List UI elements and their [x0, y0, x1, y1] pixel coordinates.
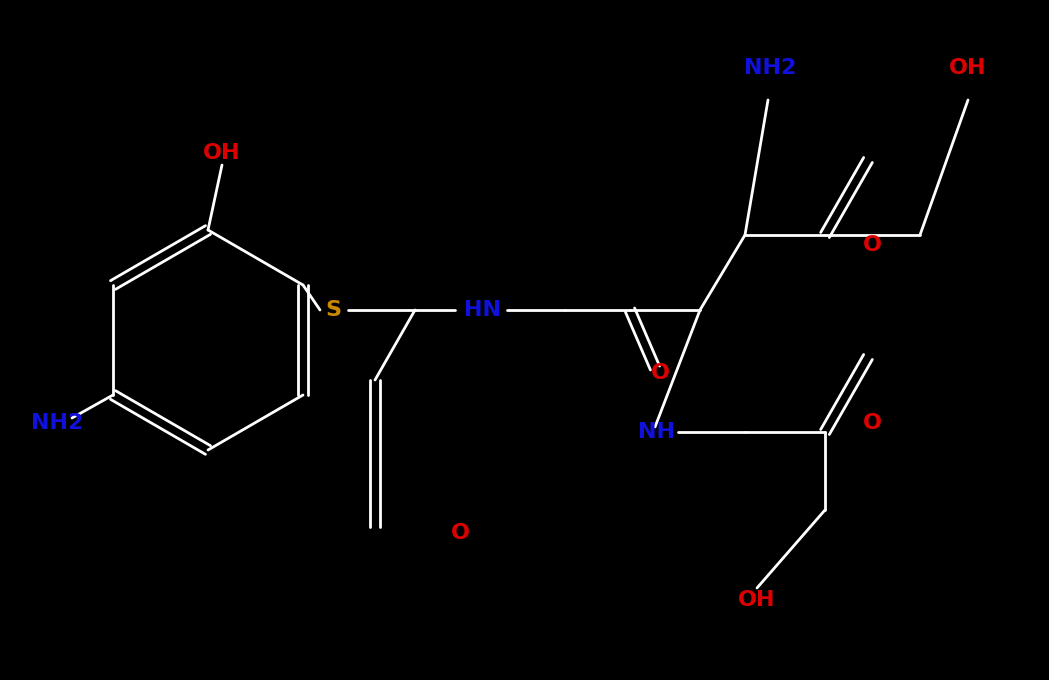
Text: NH2: NH2 — [30, 413, 83, 433]
Text: OH: OH — [949, 58, 987, 78]
Text: HN: HN — [464, 300, 500, 320]
Text: O: O — [650, 363, 669, 383]
Text: OH: OH — [204, 143, 241, 163]
Text: NH: NH — [639, 422, 676, 442]
Text: O: O — [862, 235, 881, 255]
Text: NH2: NH2 — [744, 58, 796, 78]
Text: O: O — [862, 413, 881, 433]
Text: OH: OH — [738, 590, 776, 610]
Text: O: O — [450, 523, 470, 543]
Text: S: S — [325, 300, 341, 320]
